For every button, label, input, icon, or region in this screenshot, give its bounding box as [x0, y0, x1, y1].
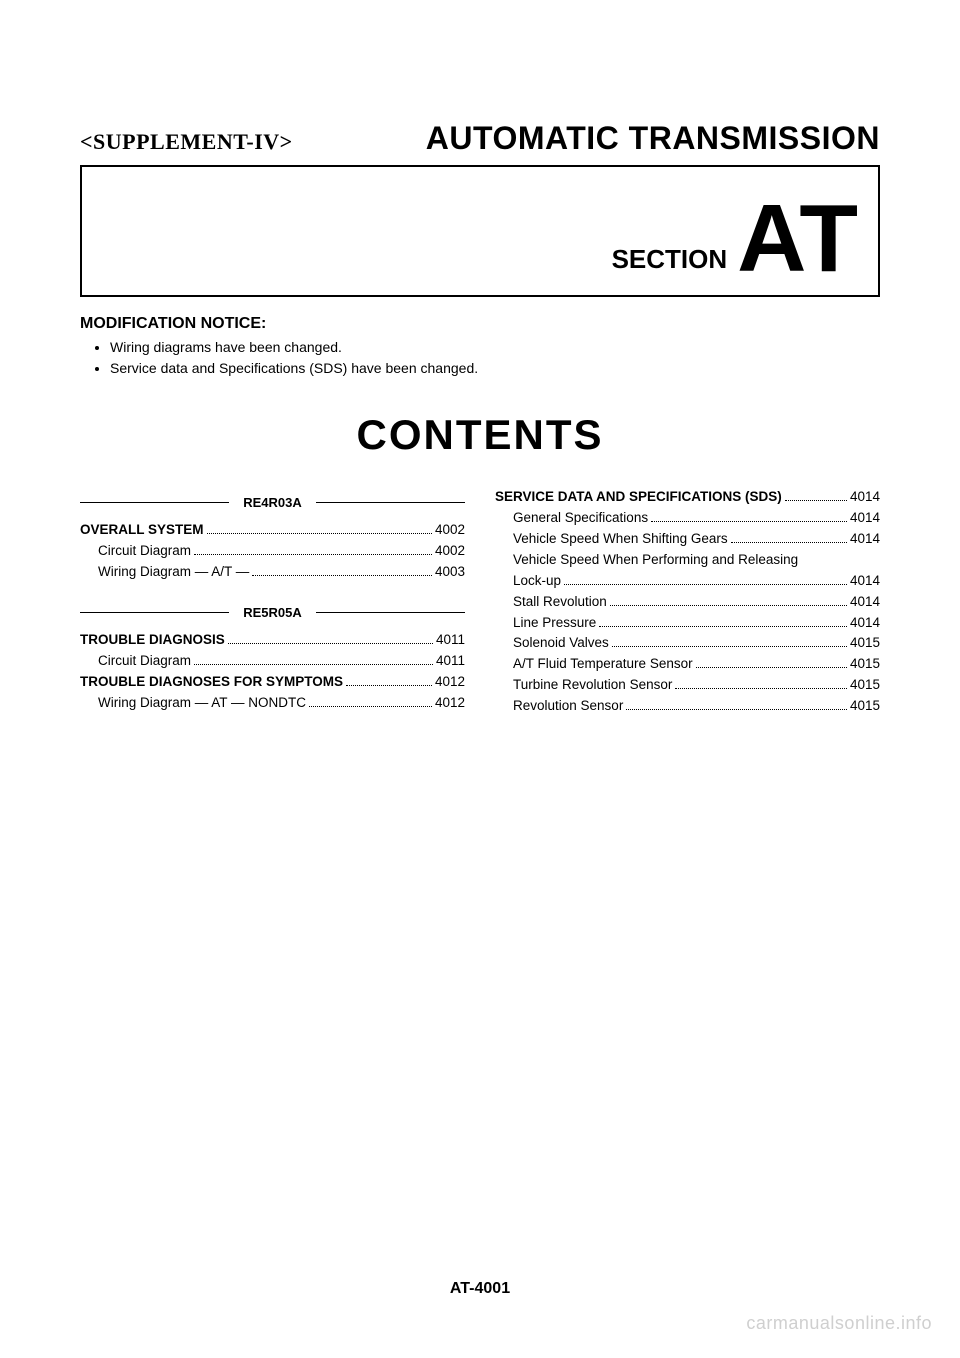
- toc-page: 4003: [435, 562, 465, 583]
- toc-page: 4012: [435, 693, 465, 714]
- toc-page: 4014: [850, 613, 880, 634]
- toc-entry: Line Pressure 4014: [495, 613, 880, 634]
- toc-text: SERVICE DATA AND SPECIFICATIONS (SDS): [495, 487, 782, 508]
- toc-dots: [785, 500, 847, 501]
- subsection-label: RE5R05A: [229, 605, 316, 620]
- section-code: AT: [737, 191, 858, 287]
- modification-notice: MODIFICATION NOTICE: Wiring diagrams hav…: [80, 315, 880, 379]
- contents-heading: CONTENTS: [80, 411, 880, 459]
- notice-title: MODIFICATION NOTICE:: [80, 315, 880, 333]
- toc-text: General Specifications: [513, 508, 648, 529]
- left-column: RE4R03A OVERALL SYSTEM 4002 Circuit Diag…: [80, 487, 465, 717]
- toc-page: 4015: [850, 696, 880, 717]
- watermark: carmanualsonline.info: [746, 1313, 932, 1334]
- header-row: <SUPPLEMENT-IV> AUTOMATIC TRANSMISSION: [80, 120, 880, 157]
- section-label: SECTION: [612, 244, 728, 287]
- toc-entry: OVERALL SYSTEM 4002: [80, 520, 465, 541]
- toc-text: OVERALL SYSTEM: [80, 520, 204, 541]
- toc-entry: SERVICE DATA AND SPECIFICATIONS (SDS) 40…: [495, 487, 880, 508]
- toc-page: 4014: [850, 592, 880, 613]
- toc-entry: Circuit Diagram 4011: [80, 651, 465, 672]
- toc-text: Circuit Diagram: [98, 651, 191, 672]
- toc-dots: [564, 584, 847, 585]
- toc-entry: Revolution Sensor 4015: [495, 696, 880, 717]
- toc-entry: Turbine Revolution Sensor 4015: [495, 675, 880, 696]
- toc-dots: [309, 706, 432, 707]
- section-box: SECTION AT: [80, 165, 880, 297]
- toc-entry: Stall Revolution 4014: [495, 592, 880, 613]
- toc-page: 4014: [850, 529, 880, 550]
- toc-entry: Solenoid Valves 4015: [495, 633, 880, 654]
- rule-line: [316, 612, 465, 613]
- toc-entry: Wiring Diagram — A/T — 4003: [80, 562, 465, 583]
- toc-dots: [346, 685, 432, 686]
- toc-text: Wiring Diagram — AT — NONDTC: [98, 693, 306, 714]
- rule-line: [80, 502, 229, 503]
- toc-text: Wiring Diagram — A/T —: [98, 562, 249, 583]
- toc-text: Circuit Diagram: [98, 541, 191, 562]
- toc-page: 4011: [436, 651, 465, 672]
- toc-text: Vehicle Speed When Shifting Gears: [513, 529, 728, 550]
- toc-entry: Vehicle Speed When Performing and Releas…: [495, 550, 880, 571]
- toc-page: 4014: [850, 487, 880, 508]
- right-column: SERVICE DATA AND SPECIFICATIONS (SDS) 40…: [495, 487, 880, 717]
- toc-text: Line Pressure: [513, 613, 596, 634]
- toc-dots: [612, 646, 847, 647]
- subsection-label: RE4R03A: [229, 495, 316, 510]
- main-title: AUTOMATIC TRANSMISSION: [426, 120, 880, 157]
- toc-text: Revolution Sensor: [513, 696, 623, 717]
- toc-entry: TROUBLE DIAGNOSIS 4011: [80, 630, 465, 651]
- page: <SUPPLEMENT-IV> AUTOMATIC TRANSMISSION S…: [0, 0, 960, 717]
- toc-dots: [194, 664, 433, 665]
- toc-dots: [207, 533, 432, 534]
- toc-dots: [610, 605, 847, 606]
- toc-entry: Wiring Diagram — AT — NONDTC 4012: [80, 693, 465, 714]
- toc-page: 4015: [850, 675, 880, 696]
- page-number: AT-4001: [0, 1280, 960, 1298]
- toc-entry: A/T Fluid Temperature Sensor 4015: [495, 654, 880, 675]
- toc-text: Turbine Revolution Sensor: [513, 675, 672, 696]
- toc-entry: General Specifications 4014: [495, 508, 880, 529]
- toc-page: 4011: [436, 630, 465, 651]
- toc-entry: Circuit Diagram 4002: [80, 541, 465, 562]
- rule-line: [316, 502, 465, 503]
- toc-text: Solenoid Valves: [513, 633, 609, 654]
- toc-text: A/T Fluid Temperature Sensor: [513, 654, 693, 675]
- toc-entry: Lock-up 4014: [495, 571, 880, 592]
- subsection-heading: RE4R03A: [80, 495, 465, 510]
- toc-entry: Vehicle Speed When Shifting Gears 4014: [495, 529, 880, 550]
- supplement-label: <SUPPLEMENT-IV>: [80, 129, 293, 155]
- toc-columns: RE4R03A OVERALL SYSTEM 4002 Circuit Diag…: [80, 487, 880, 717]
- toc-dots: [675, 688, 847, 689]
- toc-page: 4012: [435, 672, 465, 693]
- toc-text: TROUBLE DIAGNOSIS: [80, 630, 225, 651]
- toc-dots: [252, 575, 432, 576]
- toc-dots: [731, 542, 847, 543]
- notice-item: Wiring diagrams have been changed.: [110, 337, 880, 358]
- rule-line: [80, 612, 229, 613]
- toc-dots: [228, 643, 433, 644]
- toc-text: Lock-up: [513, 571, 561, 592]
- toc-page: 4014: [850, 571, 880, 592]
- notice-item: Service data and Specifications (SDS) ha…: [110, 358, 880, 379]
- toc-page: 4014: [850, 508, 880, 529]
- toc-dots: [599, 626, 847, 627]
- toc-text: Vehicle Speed When Performing and Releas…: [513, 550, 798, 571]
- toc-entry: TROUBLE DIAGNOSES FOR SYMPTOMS 4012: [80, 672, 465, 693]
- toc-page: 4015: [850, 633, 880, 654]
- toc-page: 4002: [435, 520, 465, 541]
- toc-dots: [626, 709, 847, 710]
- toc-page: 4015: [850, 654, 880, 675]
- spacer: [80, 583, 465, 597]
- toc-dots: [696, 667, 847, 668]
- toc-text: Stall Revolution: [513, 592, 607, 613]
- toc-text: TROUBLE DIAGNOSES FOR SYMPTOMS: [80, 672, 343, 693]
- subsection-heading: RE5R05A: [80, 605, 465, 620]
- toc-page: 4002: [435, 541, 465, 562]
- toc-dots: [651, 521, 847, 522]
- toc-dots: [194, 554, 432, 555]
- notice-list: Wiring diagrams have been changed. Servi…: [110, 337, 880, 379]
